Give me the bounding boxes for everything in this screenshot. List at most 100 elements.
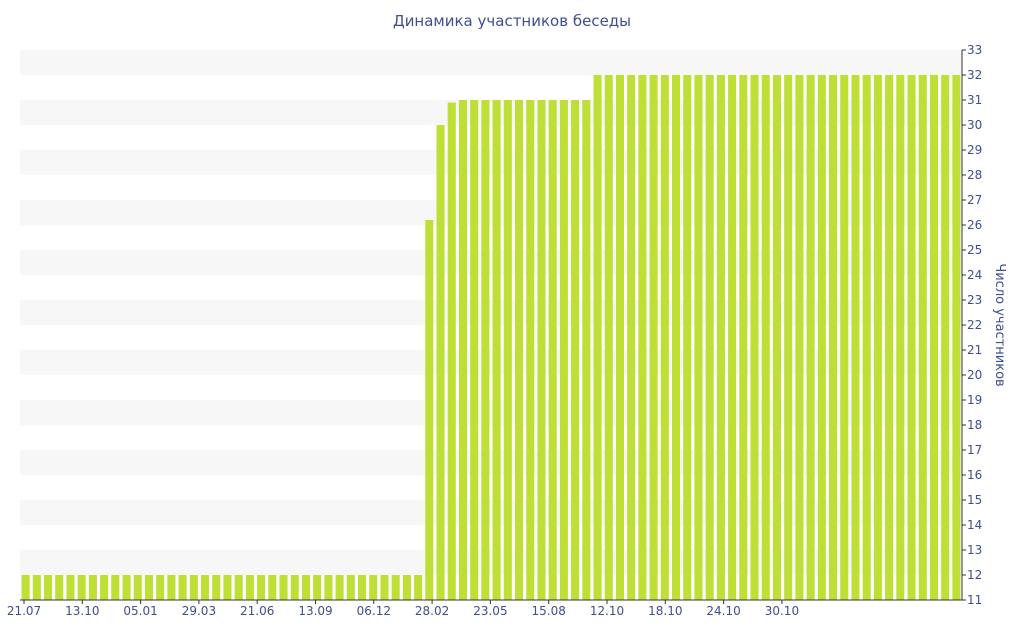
x-tick-label: 28.02	[415, 604, 449, 618]
y-tick-label: 29	[967, 143, 982, 157]
grid-band	[20, 100, 962, 125]
bar	[55, 575, 64, 600]
bar	[526, 100, 535, 600]
bar	[32, 575, 41, 600]
bar	[324, 575, 333, 600]
y-tick-label: 21	[967, 343, 982, 357]
bar	[604, 75, 613, 600]
bar	[481, 100, 490, 600]
x-tick-label: 06.12	[357, 604, 391, 618]
x-tick-label: 13.09	[298, 604, 332, 618]
y-tick-label: 24	[967, 268, 982, 282]
x-tick-label: 23.05	[473, 604, 507, 618]
bar	[694, 75, 703, 600]
bar	[346, 575, 355, 600]
y-tick-label: 20	[967, 368, 982, 382]
bar	[44, 575, 53, 600]
bar	[189, 575, 198, 600]
bar	[772, 75, 781, 600]
bar	[301, 575, 310, 600]
bar	[290, 575, 299, 600]
bar	[447, 102, 456, 600]
y-tick-label: 18	[967, 418, 982, 432]
bar	[739, 75, 748, 600]
grid-band	[20, 150, 962, 175]
bar	[470, 100, 479, 600]
bar	[66, 575, 75, 600]
bar	[638, 75, 647, 600]
bar	[178, 575, 187, 600]
bar	[133, 575, 142, 600]
bar	[156, 575, 165, 600]
bar	[279, 575, 288, 600]
bar	[896, 75, 905, 600]
bar	[335, 575, 344, 600]
bar	[559, 100, 568, 600]
grid-band	[20, 550, 962, 575]
y-tick-label: 22	[967, 318, 982, 332]
bar	[582, 100, 591, 600]
bar	[100, 575, 109, 600]
y-tick-label: 28	[967, 168, 982, 182]
bar	[840, 75, 849, 600]
x-tick-label: 12.10	[590, 604, 624, 618]
x-axis: 21.07 13.10 05.01 29.03 21.06 13.09 06.12 28.02…	[7, 599, 962, 618]
bar	[88, 575, 97, 600]
bar	[929, 75, 938, 600]
y-tick-label: 31	[967, 93, 982, 107]
bar	[918, 75, 927, 600]
bar	[873, 75, 882, 600]
bar	[571, 100, 580, 600]
y-tick-label: 15	[967, 493, 982, 507]
chart-title: Динамика участников беседы	[392, 12, 632, 30]
x-tick-label: 30.10	[765, 604, 799, 618]
bar	[234, 575, 243, 600]
y-tick-label: 11	[967, 593, 982, 607]
bar	[952, 75, 961, 600]
bar	[784, 75, 793, 600]
bar	[268, 575, 277, 600]
bar	[391, 575, 400, 600]
bar	[436, 125, 445, 600]
bar	[492, 100, 501, 600]
bar	[716, 75, 725, 600]
bar	[245, 575, 254, 600]
x-tick-label: 29.03	[182, 604, 216, 618]
x-tick-label: 13.10	[65, 604, 99, 618]
grid-band	[20, 450, 962, 475]
bar	[649, 75, 658, 600]
bar	[369, 575, 378, 600]
bar	[615, 75, 624, 600]
y-tick-label: 27	[967, 193, 982, 207]
y-axis-label: Число участников	[992, 263, 1007, 386]
bar	[806, 75, 815, 600]
bar	[907, 75, 916, 600]
bar	[761, 75, 770, 600]
bar	[817, 75, 826, 600]
grid-band	[20, 400, 962, 425]
bar	[257, 575, 266, 600]
bar	[627, 75, 636, 600]
y-tick-label: 25	[967, 243, 982, 257]
bar	[829, 75, 838, 600]
bar	[380, 575, 389, 600]
bar	[795, 75, 804, 600]
bar	[223, 575, 232, 600]
bar	[358, 575, 367, 600]
grid-band	[20, 200, 962, 225]
bar	[862, 75, 871, 600]
grid-bands	[20, 50, 962, 575]
bar	[122, 575, 131, 600]
bar	[313, 575, 322, 600]
bar	[144, 575, 153, 600]
bar	[885, 75, 894, 600]
y-tick-label: 17	[967, 443, 982, 457]
bar	[851, 75, 860, 600]
bar	[537, 100, 546, 600]
x-tick-label: 05.01	[123, 604, 157, 618]
bar	[705, 75, 714, 600]
y-tick-label: 19	[967, 393, 982, 407]
x-tick-label: 15.08	[532, 604, 566, 618]
bar	[683, 75, 692, 600]
